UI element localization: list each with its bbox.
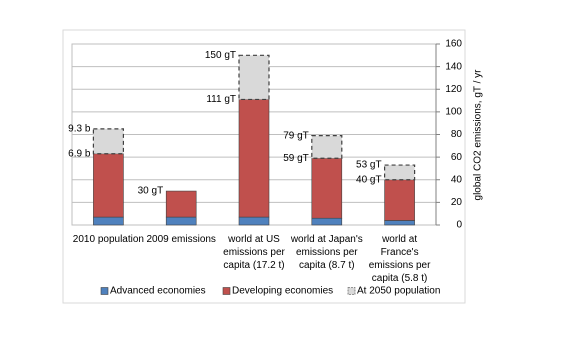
legend-label: Developing economies	[232, 286, 333, 297]
bar-segment	[238, 99, 270, 218]
y-tick-label: 160	[445, 39, 462, 50]
x-tick-label: 2009 emissions	[146, 234, 215, 245]
bar-segment	[93, 216, 124, 226]
bar-segment	[311, 217, 343, 226]
total-label: 59 gT	[283, 153, 309, 164]
total-label: 6.9 b	[68, 148, 91, 159]
x-tick-label: 2010 population	[73, 234, 144, 245]
bar-segment	[384, 179, 415, 221]
y-tick-label: 120	[445, 84, 462, 95]
total-label: 53 gT	[356, 160, 382, 171]
y-tick-label: 40	[451, 174, 463, 185]
bar-segment	[165, 216, 197, 226]
y-tick-label: 20	[451, 197, 463, 208]
legend-label: At 2050 population	[357, 286, 440, 297]
y-axis-title: global CO2 emissions, gT / yr	[473, 69, 484, 201]
bar-segment	[238, 216, 270, 226]
bar-segment	[238, 54, 270, 101]
legend-swatch	[347, 287, 356, 295]
legend-swatch	[100, 287, 109, 295]
bar-segment	[311, 135, 343, 159]
bar-segment	[93, 153, 124, 218]
total-label: 9.3 b	[68, 123, 91, 134]
total-label: 79 gT	[283, 130, 309, 141]
bar-segment	[165, 190, 197, 218]
total-label: 30 gT	[138, 186, 164, 197]
x-tick-label: world at Japan's emissions per capita (8.7…	[290, 234, 363, 271]
x-tick-label: world at US emissions per capita (17.2 t)	[223, 234, 285, 271]
legend-swatch	[222, 287, 231, 295]
total-label: 150 gT	[205, 50, 236, 61]
y-tick-label: 140	[445, 61, 462, 72]
bar-segment	[92, 128, 125, 155]
y-tick-label: 80	[451, 129, 463, 140]
y-tick-label: 100	[445, 107, 462, 118]
bar-segment	[384, 164, 416, 181]
y-tick-label: 0	[456, 220, 462, 231]
total-label: 40 gT	[356, 174, 382, 185]
bar-segment	[384, 220, 415, 226]
legend-label: Advanced economies	[110, 286, 206, 297]
total-label: 111 gT	[206, 94, 236, 105]
y-tick-label: 60	[451, 152, 463, 163]
x-tick-label: world at France's emissions per capita (5.8…	[369, 234, 431, 284]
bar-segment	[311, 157, 343, 219]
